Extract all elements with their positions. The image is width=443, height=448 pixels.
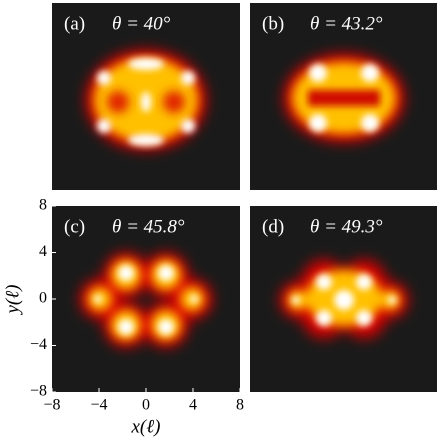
panel-label: (a) [64,13,85,34]
density-image [284,54,404,142]
panel-label: (b) [262,13,284,34]
y-axis-label: y(ℓ) [2,284,23,315]
y-tick-label: 0 [39,290,47,307]
x-tick-label: 4 [189,397,197,414]
panel-label: (d) [262,216,284,237]
x-tick-label: 8 [236,397,244,414]
x-tick-label: −4 [90,397,107,414]
panel-title: θ = 40° [112,13,171,34]
density-image [86,50,206,150]
panel-title: θ = 49.3° [310,216,383,237]
x-tick-label: 0 [142,397,150,414]
panel-title: θ = 43.2° [310,13,383,34]
x-axis-label: x(ℓ) [130,416,160,437]
density-image [80,253,212,347]
y-tick-label: 4 [39,243,47,260]
panel-label: (c) [64,216,85,237]
y-tick-label: 8 [39,197,47,214]
x-tick-label: −8 [43,397,60,414]
y-tick-label: −8 [30,383,47,400]
panel-title: θ = 45.8° [112,216,185,237]
y-tick-label: −4 [30,336,47,353]
density-image [280,260,408,338]
